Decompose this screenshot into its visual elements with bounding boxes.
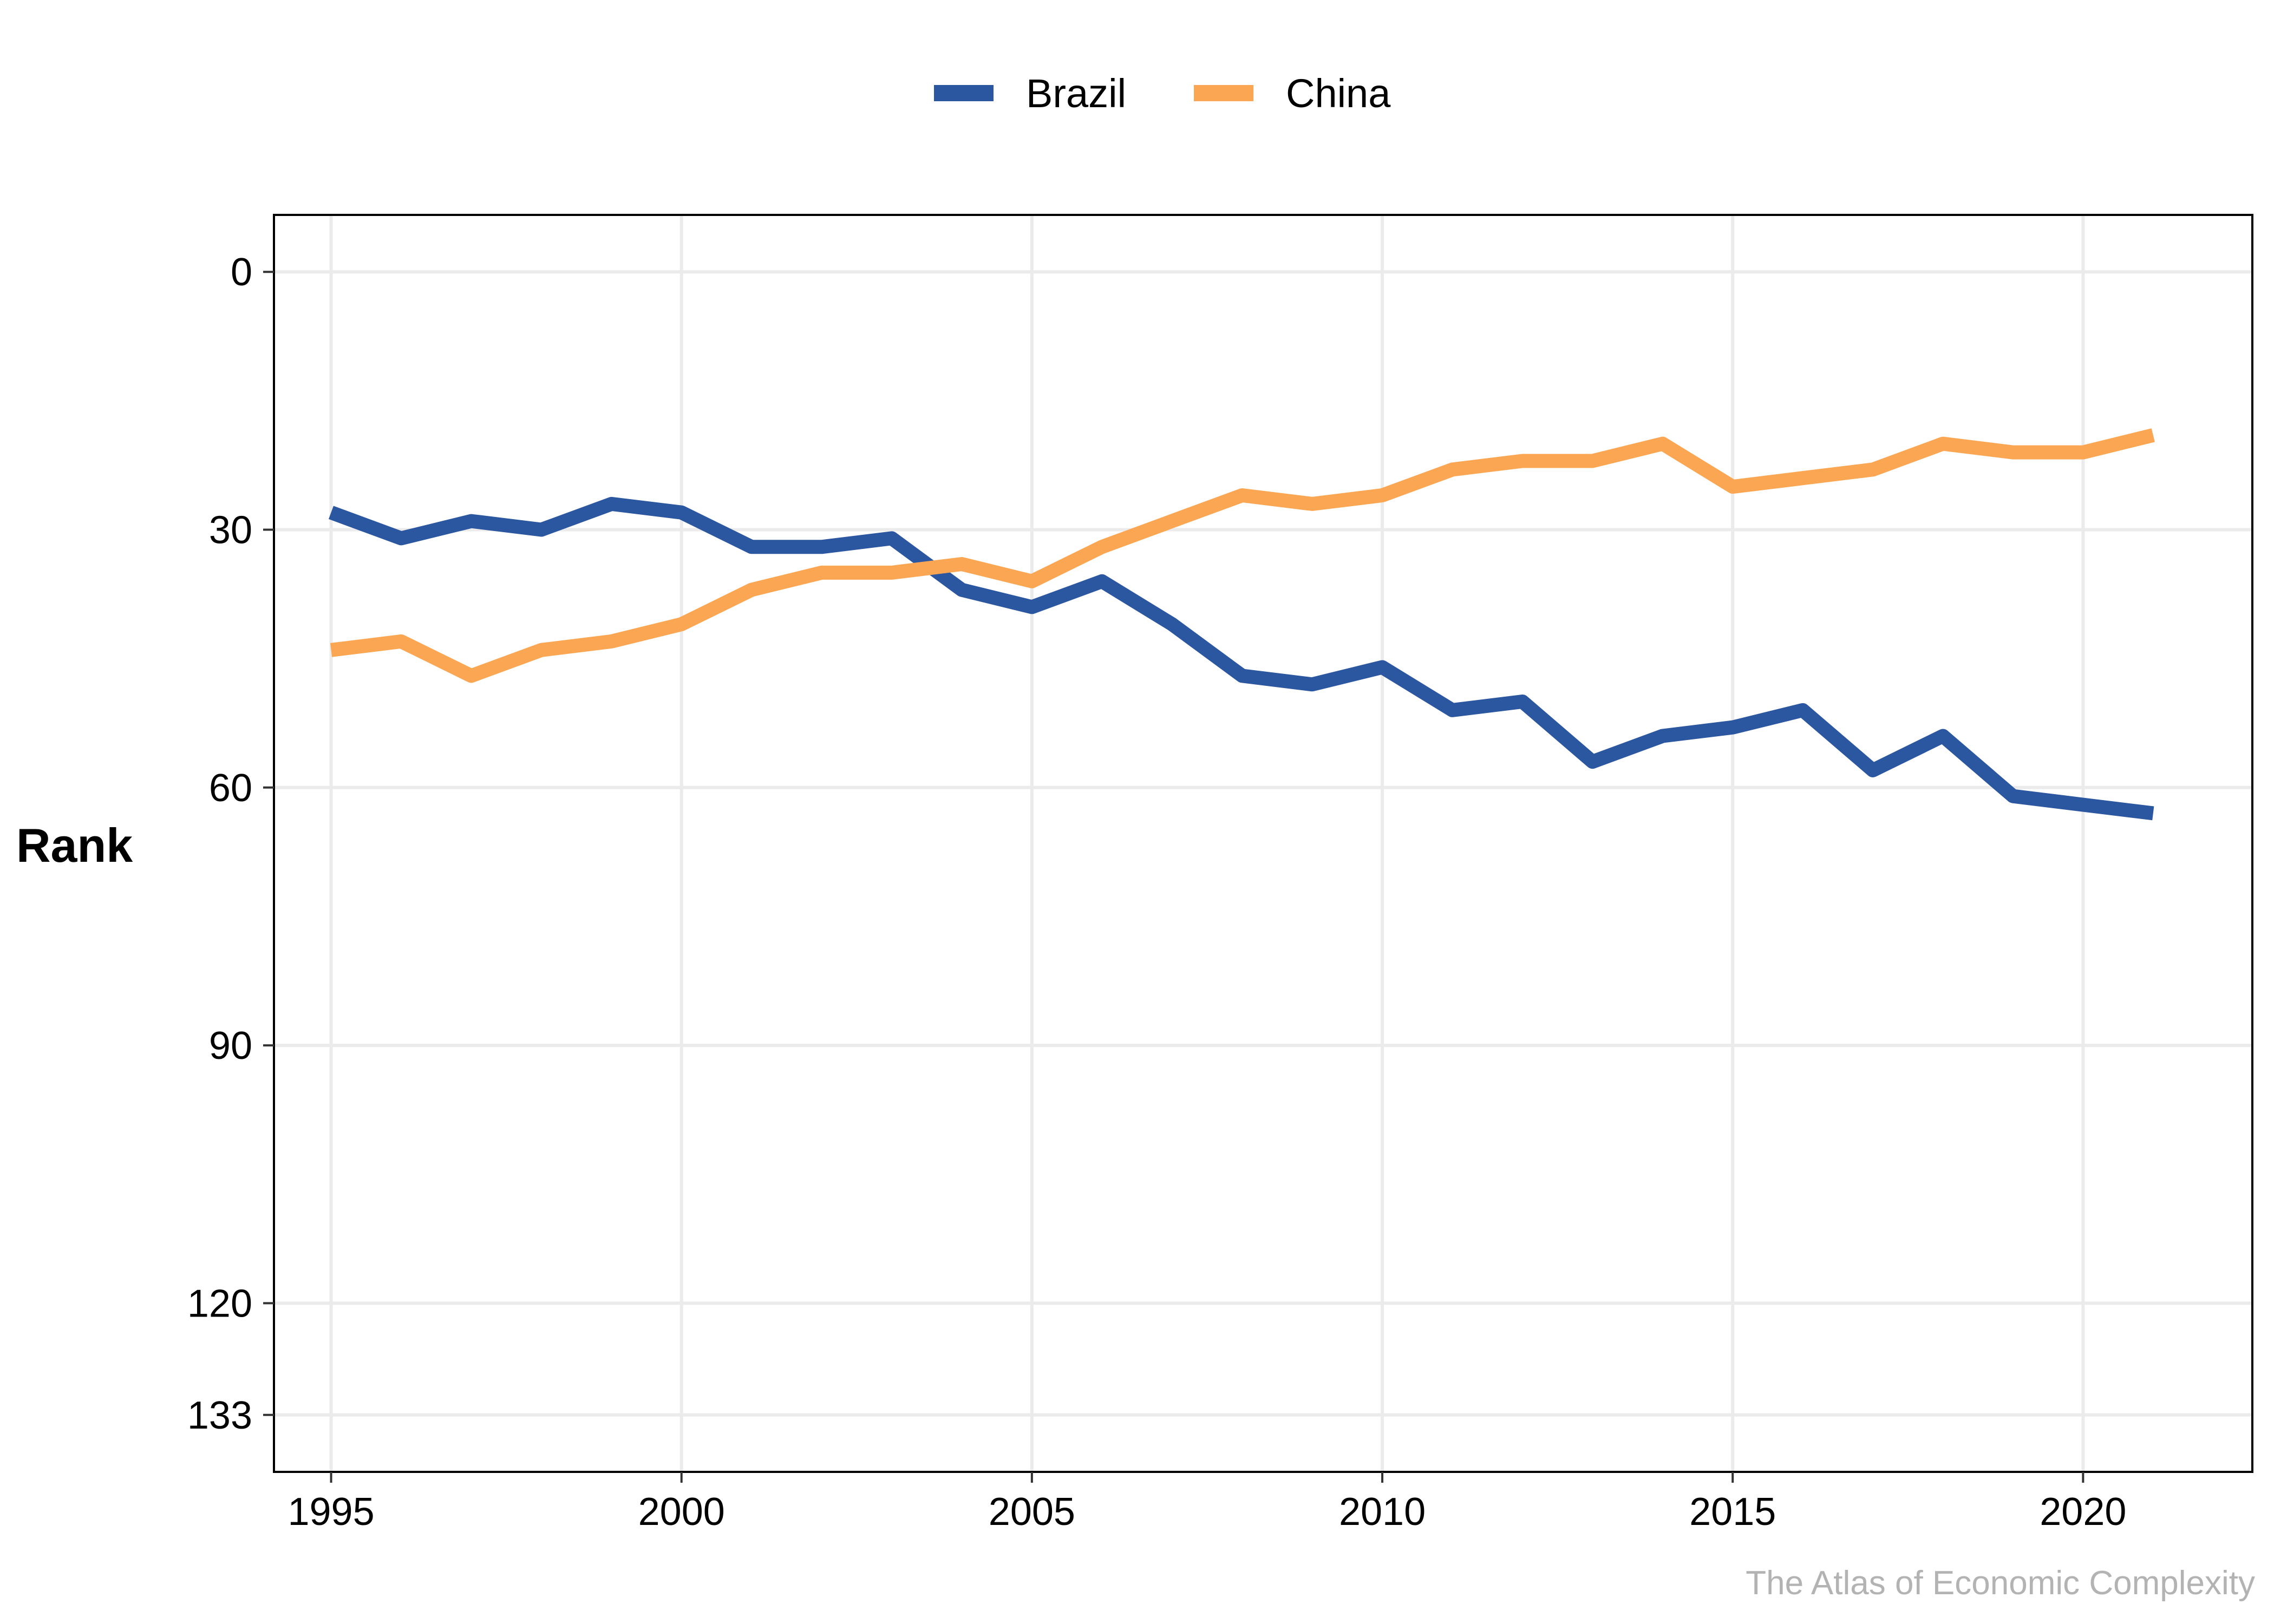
y-axis-label: Rank: [16, 818, 133, 872]
y-tick-label: 30: [209, 509, 252, 552]
y-tick-label: 60: [209, 767, 252, 810]
x-tick-label: 2010: [1339, 1490, 1426, 1534]
y-tick-label: 90: [209, 1024, 252, 1068]
plot-panel-border: [273, 214, 2253, 1473]
y-tick-label: 0: [231, 251, 252, 294]
grid-lines: [275, 216, 2251, 1471]
y-tick-label: 133: [187, 1394, 252, 1437]
x-axis: 1995 2000 2005 2010 2015 2020: [287, 1472, 2126, 1534]
x-tick-label: 2015: [1689, 1490, 1776, 1534]
series-lines: [329, 428, 2155, 821]
legend-label-brazil: Brazil: [1026, 71, 1126, 116]
series-line-brazil: [329, 496, 2154, 821]
legend: Brazil China: [934, 71, 1391, 116]
y-axis: 0 30 60 90 120 133: [187, 251, 274, 1437]
y-tick-label: 120: [187, 1282, 252, 1325]
x-tick-label: 2020: [2040, 1490, 2126, 1534]
x-tick-label: 2000: [638, 1490, 725, 1534]
x-tick-label: 1995: [287, 1490, 374, 1534]
series-line-china: [330, 428, 2155, 683]
legend-label-china: China: [1286, 71, 1391, 116]
source-caption: The Atlas of Economic Complexity: [1746, 1564, 2255, 1602]
x-tick-label: 2005: [989, 1490, 1075, 1534]
